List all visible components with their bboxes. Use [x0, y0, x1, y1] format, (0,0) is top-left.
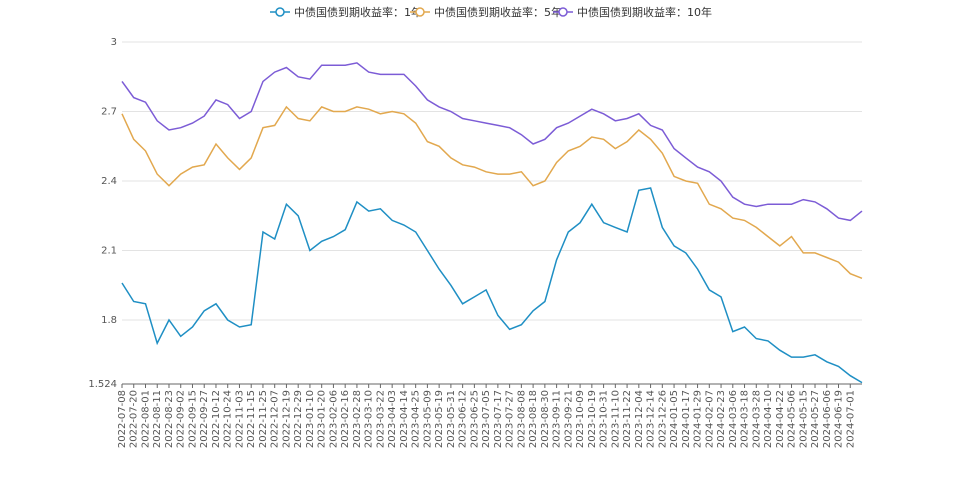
y-tick-label: 1.524 — [88, 379, 117, 390]
y-tick-label: 2.4 — [101, 176, 117, 187]
x-tick-label: 2023-12-14 — [646, 390, 657, 448]
x-tick-label: 2024-04-22 — [775, 390, 786, 448]
x-tick-label: 2023-02-16 — [340, 390, 351, 448]
x-tick-label: 2023-04-25 — [411, 390, 422, 448]
x-tick-label: 2022-08-01 — [140, 390, 151, 448]
x-tick-label: 2022-07-08 — [117, 390, 128, 448]
x-tick-label: 2023-10-31 — [599, 390, 610, 448]
y-tick-label: 2.7 — [101, 107, 117, 118]
x-tick-label: 2023-08-18 — [528, 390, 539, 448]
x-tick-label: 2023-08-30 — [540, 390, 551, 448]
series-line — [121, 105, 863, 279]
x-tick-label: 2023-11-22 — [622, 390, 633, 448]
x-tick-label: 2023-09-11 — [552, 390, 563, 448]
legend-label: 中债国债到期收益率：10年 — [577, 5, 712, 19]
x-tick-label: 2023-05-09 — [422, 390, 433, 448]
y-tick-label: 2.1 — [101, 246, 117, 257]
x-tick-label: 2024-03-06 — [728, 390, 739, 448]
x-tick-label: 2022-09-02 — [176, 390, 187, 448]
x-tick-label: 2023-05-19 — [434, 390, 445, 448]
x-tick-label: 2023-01-20 — [317, 390, 328, 448]
x-tick-label: 2024-06-06 — [822, 390, 833, 448]
x-tick-label: 2024-05-15 — [798, 390, 809, 448]
x-tick-label: 2023-07-17 — [493, 390, 504, 448]
x-tick-label: 2022-11-03 — [234, 390, 245, 448]
x-tick-label: 2023-07-05 — [481, 390, 492, 448]
x-tick-label: 2023-01-10 — [305, 390, 316, 448]
x-tick-label: 2024-02-23 — [716, 390, 727, 448]
x-tick-label: 2024-07-01 — [845, 390, 856, 448]
x-tick-label: 2024-05-27 — [810, 390, 821, 448]
x-tick-label: 2022-08-11 — [152, 390, 163, 448]
x-tick-label: 2023-03-22 — [375, 390, 386, 448]
x-tick-label: 2023-07-27 — [505, 390, 516, 448]
legend-marker — [415, 7, 425, 17]
series-line — [121, 62, 863, 222]
x-tick-label: 2023-02-06 — [328, 390, 339, 448]
x-tick-label: 2023-05-31 — [446, 390, 457, 448]
x-tick-label: 2024-05-06 — [787, 390, 798, 448]
x-tick-label: 2023-03-10 — [364, 390, 375, 448]
x-tick-label: 2024-01-29 — [693, 390, 704, 448]
x-tick-label: 2022-11-15 — [246, 390, 257, 448]
x-tick-label: 2022-09-27 — [199, 390, 210, 448]
x-tick-label: 2023-10-19 — [587, 390, 598, 448]
x-tick-label: 2022-11-25 — [258, 390, 269, 448]
y-tick-label: 3 — [111, 37, 117, 48]
y-tick-label: 1.8 — [101, 315, 117, 326]
x-tick-label: 2022-12-19 — [281, 390, 292, 448]
x-tick-label: 2023-12-26 — [657, 390, 668, 448]
x-tick-label: 2023-02-28 — [352, 390, 363, 448]
series-line — [121, 187, 863, 384]
legend-label: 中债国债到期收益率：1年 — [294, 5, 422, 19]
x-tick-label: 2023-12-04 — [634, 390, 645, 448]
x-tick-label: 2024-03-28 — [751, 390, 762, 448]
x-tick-label: 2022-10-12 — [211, 390, 222, 448]
legend-marker — [275, 7, 285, 17]
x-tick-label: 2022-07-20 — [129, 390, 140, 448]
x-tick-label: 2024-01-17 — [681, 390, 692, 448]
x-tick-label: 2023-04-03 — [387, 390, 398, 448]
x-tick-label: 2024-06-19 — [834, 390, 845, 448]
legend-marker — [558, 7, 568, 17]
x-tick-label: 2023-08-08 — [516, 390, 527, 448]
x-tick-label: 2024-02-07 — [704, 390, 715, 448]
x-tick-label: 2023-10-09 — [575, 390, 586, 448]
x-tick-label: 2022-12-07 — [270, 390, 281, 448]
x-tick-label: 2022-12-29 — [293, 390, 304, 448]
x-tick-label: 2023-06-25 — [469, 390, 480, 448]
x-tick-label: 2023-04-14 — [399, 390, 410, 448]
x-tick-label: 2023-09-21 — [563, 390, 574, 448]
x-tick-label: 2024-01-05 — [669, 390, 680, 448]
x-tick-label: 2024-03-18 — [740, 390, 751, 448]
legend: 中债国债到期收益率：1年 中债国债到期收益率：5年 中债国债到期收益率：10年 — [270, 5, 712, 19]
x-tick-label: 2024-04-10 — [763, 390, 774, 448]
x-tick-label: 2023-11-10 — [610, 390, 621, 448]
x-tick-label: 2022-10-24 — [223, 390, 234, 448]
x-tick-label: 2022-09-15 — [187, 390, 198, 448]
x-tick-label: 2023-06-12 — [458, 390, 469, 448]
x-tick-label: 2022-08-23 — [164, 390, 175, 448]
legend-label: 中债国债到期收益率：5年 — [434, 5, 562, 19]
